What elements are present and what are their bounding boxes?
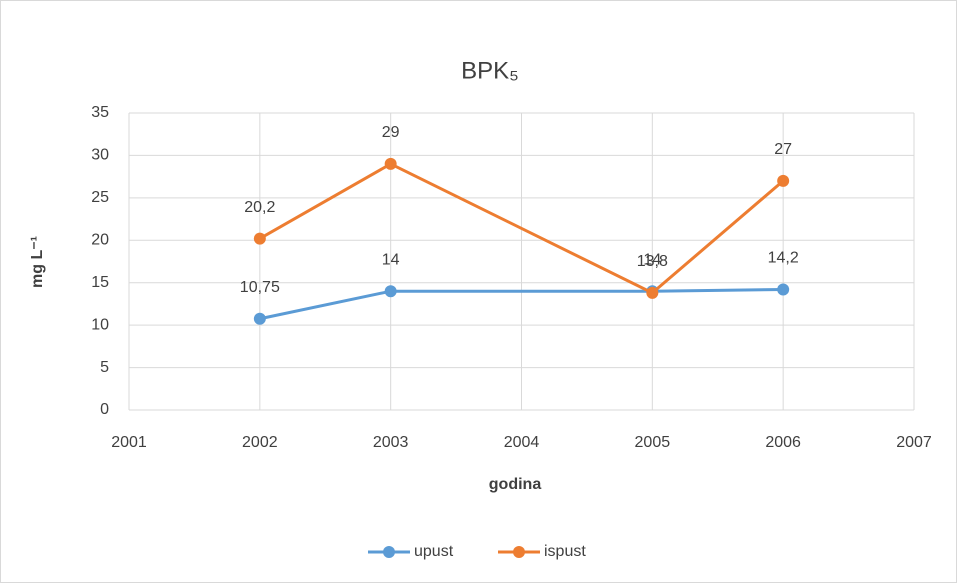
data-label: 27 [774,141,792,158]
y-axis-label: mg L⁻¹ [29,236,46,288]
data-point [253,232,266,245]
y-tick-label: 30 [91,147,109,164]
x-tick-label: 2002 [242,434,278,451]
legend-marker [513,546,525,558]
data-label: 20,2 [244,199,275,216]
legend-label: upust [414,543,454,560]
y-tick-label: 25 [91,189,109,206]
chart-title: BPK₅ [461,57,519,84]
data-label: 14 [382,251,400,268]
series-line [259,162,785,295]
x-tick-label: 2006 [765,434,801,451]
data-point [777,174,790,187]
y-tick-label: 10 [91,316,109,333]
y-tick-label: 20 [91,232,109,249]
x-tick-label: 2001 [111,434,147,451]
x-tick-label: 2004 [504,434,540,451]
data-point [253,312,266,325]
y-tick-label: 35 [91,104,109,121]
x-tick-label: 2003 [373,434,409,451]
series-line [259,288,784,321]
x-tick-label: 2007 [896,434,932,451]
data-label: 14 [643,251,661,268]
y-tick-label: 5 [100,359,109,376]
data-label: 10,75 [240,279,280,296]
legend-label: ispust [544,543,586,560]
data-point [777,283,790,296]
y-tick-label: 15 [91,274,109,291]
data-label: 13,8 [637,253,668,270]
data-point [384,157,397,170]
data-point [384,285,397,298]
legend-marker [383,546,395,558]
x-axis-label: godina [489,476,542,493]
data-label: 14,2 [768,250,799,267]
data-point [646,286,659,299]
y-tick-label: 0 [100,401,109,418]
x-tick-label: 2005 [635,434,671,451]
data-label: 29 [382,124,400,141]
